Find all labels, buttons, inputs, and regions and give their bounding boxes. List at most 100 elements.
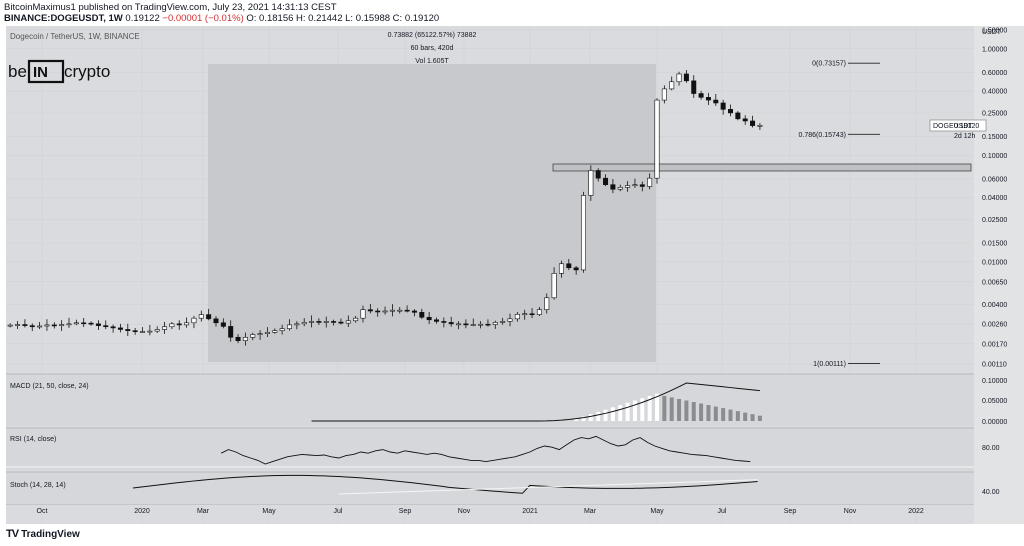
candle-body bbox=[720, 102, 726, 110]
time-tick-label: May bbox=[650, 508, 664, 515]
macd-tick-1: 0.05000 bbox=[982, 398, 1007, 405]
candle-body bbox=[588, 170, 594, 196]
price-tick-label: 0.01500 bbox=[982, 241, 1007, 248]
fib-label: 0.786(0.15743) bbox=[799, 132, 846, 139]
macd-histogram-bar bbox=[588, 414, 593, 421]
macd-histogram-bar bbox=[640, 398, 645, 421]
stoch-bg bbox=[6, 472, 974, 504]
time-tick-label: Nov bbox=[844, 508, 857, 515]
candle-body bbox=[441, 321, 447, 323]
price-tag-symbol: DOGEUSDT bbox=[933, 123, 973, 130]
candle-body bbox=[727, 109, 733, 114]
candle-body bbox=[279, 328, 285, 331]
candle-body bbox=[264, 332, 270, 334]
candle-body bbox=[705, 97, 711, 101]
time-tick-label: May bbox=[262, 508, 276, 515]
macd-histogram-bar bbox=[677, 398, 682, 421]
candle-body bbox=[456, 323, 462, 326]
chart-canvas[interactable]: 0(0.73157) 0.786(0.15743) 1(0.00111) 0.001… bbox=[0, 24, 1024, 524]
candle-body bbox=[404, 309, 410, 312]
price-tick-label: 0.40000 bbox=[982, 89, 1007, 96]
price-tick-label: 0.06000 bbox=[982, 176, 1007, 183]
macd-histogram-bar bbox=[625, 402, 630, 421]
candle-body bbox=[367, 309, 373, 312]
candle-body bbox=[529, 313, 535, 316]
time-tick-label: Sep bbox=[784, 508, 797, 515]
macd-histogram-bar bbox=[684, 400, 689, 421]
candle-body bbox=[433, 319, 439, 322]
price-tick-label: 1.00000 bbox=[982, 46, 1007, 53]
candle-body bbox=[235, 336, 241, 341]
candle-body bbox=[617, 187, 623, 190]
svg-text:IN: IN bbox=[33, 64, 48, 81]
candle-body bbox=[15, 324, 21, 326]
stoch-tick-0: 40.00 bbox=[982, 489, 1000, 496]
axis-unit: USDT bbox=[982, 29, 1002, 36]
candle-body bbox=[206, 314, 212, 320]
svg-text:crypto: crypto bbox=[64, 62, 110, 81]
candle-body bbox=[522, 313, 528, 316]
candle-body bbox=[669, 81, 675, 90]
candle-body bbox=[331, 321, 337, 323]
macd-tick-0: 0.10000 bbox=[982, 378, 1007, 385]
candle-body bbox=[81, 322, 87, 325]
candle-body bbox=[573, 267, 579, 271]
candle-body bbox=[228, 326, 234, 338]
candle-body bbox=[558, 263, 564, 274]
candle-body bbox=[323, 321, 329, 323]
tradingview-logo[interactable]: TV TradingView bbox=[6, 528, 80, 540]
macd-histogram-bar bbox=[699, 403, 704, 421]
ohlc-values: O: 0.18156 H: 0.21442 L: 0.15988 C: 0.19… bbox=[246, 13, 440, 24]
tradingview-brand: TradingView bbox=[21, 528, 80, 540]
candle-body bbox=[198, 314, 204, 319]
stoch-d-line bbox=[338, 479, 758, 495]
candle-body bbox=[500, 321, 506, 323]
candle-body bbox=[544, 297, 550, 310]
candle-body bbox=[309, 321, 315, 323]
candle-body bbox=[478, 323, 484, 326]
rsi-panel bbox=[6, 427, 974, 470]
candle-body bbox=[301, 322, 307, 325]
measure-label-change: 0.73882 (65122.57%) 73882 bbox=[388, 32, 477, 39]
candle-body bbox=[220, 322, 226, 327]
macd-histogram-bar bbox=[743, 412, 748, 421]
candle-body bbox=[463, 323, 469, 326]
candle-body bbox=[286, 324, 292, 329]
candle-body bbox=[757, 125, 763, 127]
candle-body bbox=[125, 329, 131, 331]
symbol-ohlc-line: BINANCE:DOGEUSDT, 1W 0.19122 −0.00001 (−… bbox=[4, 13, 439, 24]
candle-body bbox=[683, 73, 689, 82]
chart-title: Dogecoin / TetherUS, 1W, BINANCE bbox=[10, 32, 140, 41]
price-axis[interactable]: 0.00110 0.00170 0.00260 0.00400 0.00650 0.010… bbox=[982, 28, 1007, 369]
macd-label: MACD (21, 50, close, 24) bbox=[10, 383, 89, 390]
macd-histogram-bar bbox=[750, 414, 755, 421]
price-tick-label: 0.10000 bbox=[982, 153, 1007, 160]
publish-info: BitcoinMaximus1 published on TradingView… bbox=[4, 2, 337, 13]
candle-body bbox=[514, 313, 520, 320]
candle-body bbox=[191, 317, 197, 324]
candle-body bbox=[426, 316, 432, 321]
resistance-zone[interactable] bbox=[552, 163, 972, 172]
stoch-k-line bbox=[132, 474, 758, 494]
macd-histogram-bar bbox=[596, 411, 601, 421]
price-tick-label: 0.02500 bbox=[982, 217, 1007, 224]
time-tick-label: 2021 bbox=[522, 508, 538, 515]
macd-histogram-bar bbox=[735, 411, 740, 421]
macd-tick-2: 0.00000 bbox=[982, 419, 1007, 426]
candle-body bbox=[735, 112, 741, 120]
price-tick-label: 0.00170 bbox=[982, 341, 1007, 348]
measure-range-box[interactable] bbox=[208, 64, 656, 362]
candle-body bbox=[691, 80, 697, 94]
candle-body bbox=[29, 325, 35, 328]
candle-body bbox=[51, 324, 57, 327]
last-price: 0.19122 bbox=[125, 13, 160, 24]
candle-body bbox=[250, 334, 256, 338]
macd-histogram-bar bbox=[618, 405, 623, 421]
candle-body bbox=[632, 184, 638, 186]
time-axis[interactable]: Oct 2020 Mar May Jul Sep Nov 2021 Mar May Jul Sep No… bbox=[37, 508, 924, 515]
candle-body bbox=[169, 323, 175, 328]
candle-body bbox=[184, 322, 190, 326]
price-tag-value: 0.19120 bbox=[954, 123, 979, 130]
candle-body bbox=[551, 273, 557, 299]
candle-body bbox=[492, 322, 498, 325]
